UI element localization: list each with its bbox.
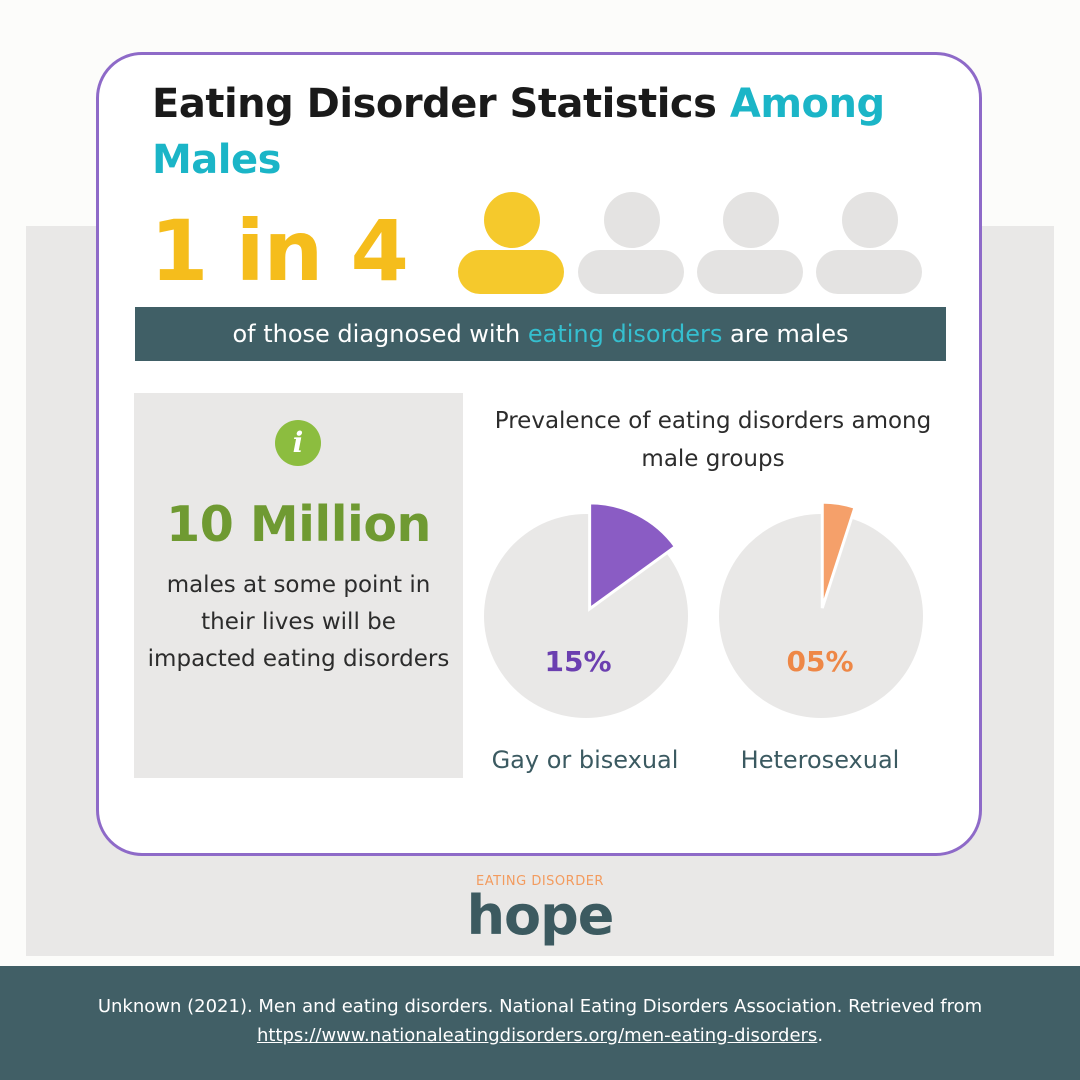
ratio-caption-banner: of those diagnosed with eating disorders… bbox=[135, 307, 946, 361]
pie-charts bbox=[484, 500, 923, 718]
person-icon bbox=[697, 190, 803, 298]
page-title: Eating Disorder Statistics Among Males bbox=[152, 76, 952, 188]
pie-label-gay-bisexual: Gay or bisexual bbox=[491, 746, 679, 774]
info-description: males at some point in their lives will … bbox=[147, 572, 450, 672]
banner-text-after: are males bbox=[730, 320, 849, 348]
banner-highlight: eating disorders bbox=[527, 320, 723, 348]
title-accent: Among Males bbox=[152, 81, 885, 183]
pie-label-heterosexual: Heterosexual bbox=[740, 746, 900, 774]
pie-percentage-heterosexual: 05% bbox=[786, 645, 854, 678]
logo-tagline: EATING DISORDER bbox=[476, 874, 604, 889]
title-main: Eating Disorder Statistics bbox=[152, 81, 717, 127]
pie-slice-1 bbox=[820, 500, 857, 609]
citation-link[interactable]: https://www.nationaleatingdisorders.org/… bbox=[256, 1025, 818, 1046]
footer: Unknown (2021). Men and eating disorders… bbox=[0, 966, 1080, 1080]
logo: EATING DISORDER hope bbox=[440, 870, 640, 950]
citation-end: . bbox=[817, 1025, 824, 1046]
logo-wordmark: hope bbox=[466, 884, 615, 947]
banner-text-before: of those diagnosed with bbox=[232, 320, 521, 348]
pie-percentage-gay-bisexual: 15% bbox=[544, 645, 612, 678]
citation: Unknown (2021). Men and eating disorders… bbox=[80, 992, 1000, 1050]
pie-slice-0 bbox=[588, 501, 678, 612]
person-icon bbox=[816, 190, 922, 298]
person-icon bbox=[458, 190, 564, 298]
info-box: i 10 Million males at some point in thei… bbox=[134, 393, 463, 778]
million-stat: 10 Million bbox=[166, 496, 431, 553]
chart-title: Prevalence of eating disorders among mal… bbox=[494, 408, 932, 472]
person-icon bbox=[578, 190, 684, 298]
info-icon: i bbox=[275, 420, 321, 466]
pie-remainder-1 bbox=[719, 514, 923, 718]
ratio-stat: 1 in 4 bbox=[150, 202, 409, 300]
citation-text: Unknown (2021). Men and eating disorders… bbox=[97, 996, 983, 1017]
